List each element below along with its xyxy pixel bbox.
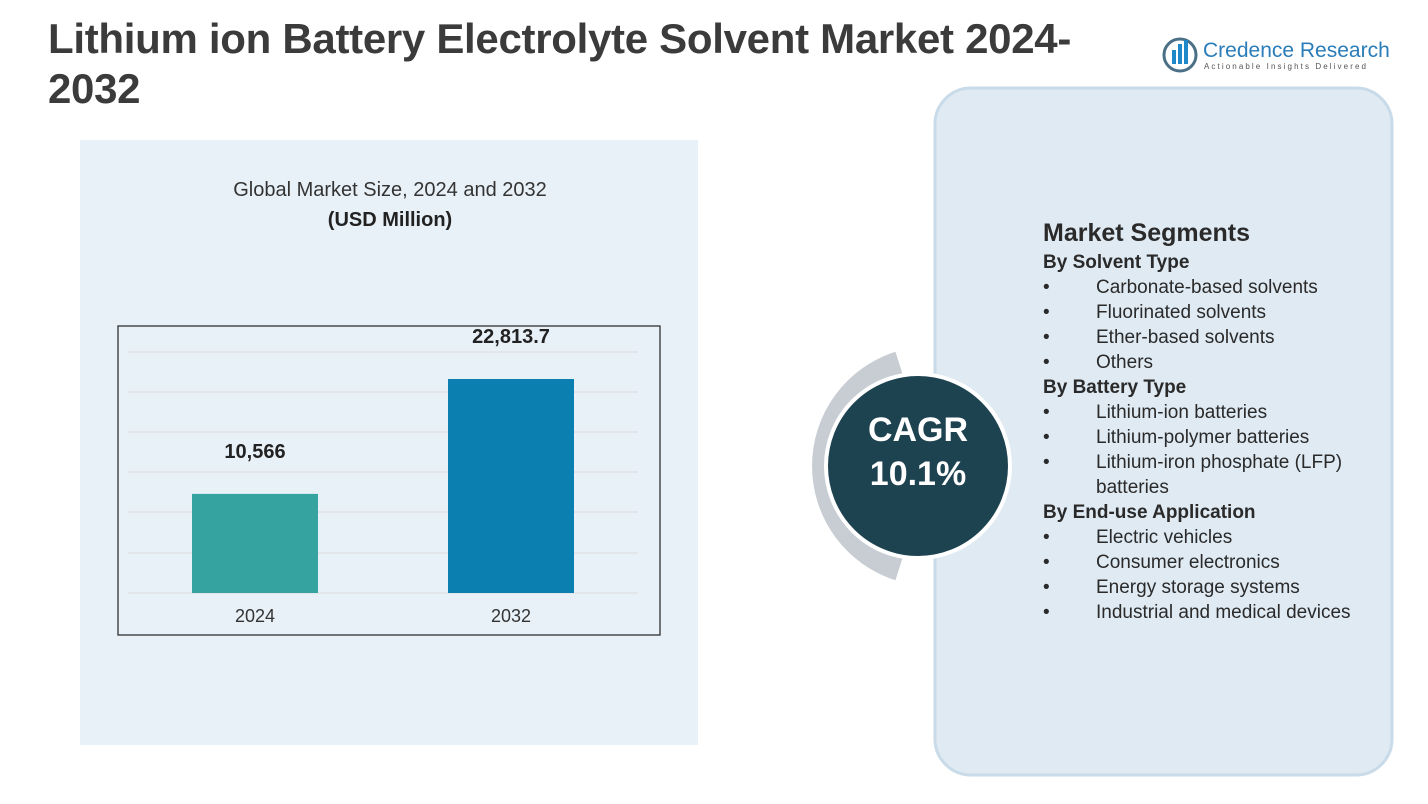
segment-item: Others xyxy=(1043,350,1383,375)
segment-list: Carbonate-based solventsFluorinated solv… xyxy=(1043,275,1383,375)
chart-subtitle: (USD Million) xyxy=(328,209,452,231)
segment-item: Ether-based solvents xyxy=(1043,325,1383,350)
chart-frame xyxy=(117,325,661,636)
segment-group: By Solvent Type xyxy=(1043,252,1190,273)
left-panel xyxy=(80,140,698,745)
value-label: 22,813.7 xyxy=(472,326,550,348)
segment-item: Electric vehicles xyxy=(1043,525,1383,550)
brand-tagline: Actionable Insights Delivered xyxy=(1204,62,1368,71)
cagr-label: CAGR xyxy=(868,411,968,449)
page-title: Lithium ion Battery Electrolyte Solvent … xyxy=(48,15,1072,112)
segment-group: By Battery Type xyxy=(1043,377,1187,398)
segments-title: Market Segments xyxy=(1043,219,1251,247)
segment-item: Consumer electronics xyxy=(1043,550,1383,575)
x-tick-label: 2024 xyxy=(235,606,275,626)
bar xyxy=(448,379,574,593)
brand-name: Credence Research xyxy=(1203,39,1390,62)
logo xyxy=(1162,37,1198,73)
value-label: 10,566 xyxy=(224,441,285,463)
segment-item: Lithium-iron phosphate (LFP) batteries xyxy=(1043,450,1383,500)
segment-list: Lithium-ion batteriesLithium-polymer bat… xyxy=(1043,400,1383,500)
segment-list: Electric vehiclesConsumer electronicsEne… xyxy=(1043,525,1383,625)
segment-item: Energy storage systems xyxy=(1043,575,1383,600)
cagr-value: 10.1% xyxy=(870,455,966,493)
bar xyxy=(192,493,318,593)
chart-title: Global Market Size, 2024 and 2032 xyxy=(233,179,547,201)
segment-item: Industrial and medical devices xyxy=(1043,600,1383,625)
segment-item: Lithium-polymer batteries xyxy=(1043,425,1383,450)
segment-group: By End-use Application xyxy=(1043,502,1256,523)
segments: Market Segments By Solvent TypeCarbonate… xyxy=(1043,216,1383,625)
segment-item: Carbonate-based solvents xyxy=(1043,275,1383,300)
x-tick-label: 2032 xyxy=(491,606,531,626)
segment-item: Lithium-ion batteries xyxy=(1043,400,1383,425)
segment-item: Fluorinated solvents xyxy=(1043,300,1383,325)
cagr-circle xyxy=(824,372,1012,560)
